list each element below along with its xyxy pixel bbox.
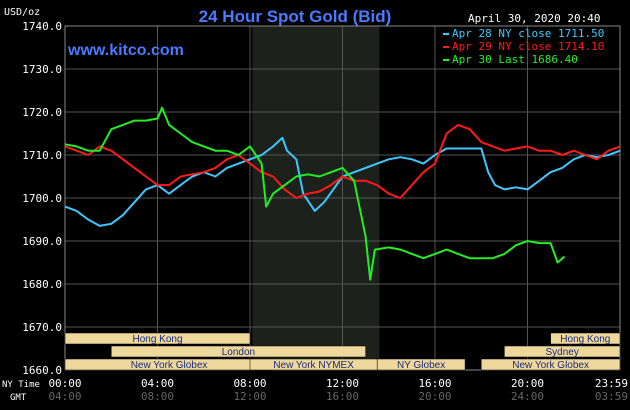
y-tick-label: 1720.0 bbox=[22, 106, 62, 119]
series-line bbox=[64, 106, 566, 281]
timestamp: April 30, 2020 20:40 bbox=[468, 12, 600, 25]
y-tick-label: 1670.0 bbox=[22, 321, 62, 334]
session-label: London bbox=[222, 347, 255, 358]
price-series bbox=[64, 106, 621, 281]
session-bar bbox=[504, 345, 621, 358]
gmt-tick-label: 03:59 bbox=[595, 390, 628, 403]
y-tick-label: 1680.0 bbox=[22, 278, 62, 291]
session-label: Hong Kong bbox=[560, 334, 610, 345]
x-tick-label: 00:00 bbox=[48, 377, 81, 390]
gmt-tick-label: 24:00 bbox=[511, 390, 544, 403]
trading-sessions: Hong Kong London New York Globex New York N… bbox=[64, 332, 621, 371]
chart-title: 24 Hour Spot Gold (Bid) bbox=[199, 7, 392, 26]
y-tick-label: 1730.0 bbox=[22, 63, 62, 76]
x-tick-label: 08:00 bbox=[233, 377, 266, 390]
session-label: New York Globex bbox=[131, 360, 208, 371]
gmt-tick-label: 12:00 bbox=[233, 390, 266, 403]
y-unit-label: USD/oz bbox=[4, 7, 40, 18]
grid-lines bbox=[64, 25, 621, 371]
y-tick-label: 1660.0 bbox=[22, 364, 62, 377]
legend-entry: Apr 28 NY close 1711.50 bbox=[452, 27, 604, 40]
x-tick-label: 16:00 bbox=[418, 377, 451, 390]
session-label: Sydney bbox=[546, 347, 579, 358]
x-tick-label: 04:00 bbox=[141, 377, 174, 390]
gmt-tick-label: 20:00 bbox=[418, 390, 451, 403]
session-label: NY Globex bbox=[397, 360, 445, 371]
gmt-tick-label: 04:00 bbox=[48, 390, 81, 403]
session-label: New York Globex bbox=[512, 360, 589, 371]
session-bar bbox=[376, 358, 466, 371]
session-label: New York NYMEX bbox=[273, 360, 354, 371]
session-bar bbox=[481, 358, 621, 371]
series-line bbox=[64, 136, 621, 227]
session-label: Hong Kong bbox=[132, 334, 182, 345]
y-tick-label: 1690.0 bbox=[22, 235, 62, 248]
series-line bbox=[64, 123, 621, 199]
legend-entry: Apr 30 Last 1686.40 bbox=[452, 53, 578, 66]
gmt-label: GMT bbox=[10, 393, 27, 403]
y-tick-labels: 1660.0 1670.0 1680.0 1690.0 1700.0 1710.0 1720… bbox=[22, 20, 62, 377]
session-bar bbox=[64, 332, 251, 345]
session-bar bbox=[550, 332, 621, 345]
website-label: www.kitco.com bbox=[67, 42, 184, 59]
ny-time-label: NY Time bbox=[2, 380, 40, 390]
y-tick-label: 1700.0 bbox=[22, 192, 62, 205]
y-tick-label: 1710.0 bbox=[22, 149, 62, 162]
gmt-tick-label: 08:00 bbox=[141, 390, 174, 403]
x-tick-label: 20:00 bbox=[511, 377, 544, 390]
session-bar bbox=[111, 345, 366, 358]
legend-entry: Apr 29 NY close 1714.10 bbox=[452, 40, 604, 53]
x-tick-label: 12:00 bbox=[326, 377, 359, 390]
y-tick-label: 1740.0 bbox=[22, 20, 62, 33]
x-tick-label: 23:59 bbox=[595, 377, 628, 390]
gmt-tick-label: 16:00 bbox=[326, 390, 359, 403]
x-tick-labels: 00:00 04:00 08:00 12:00 16:00 20:00 23:5904:00… bbox=[48, 377, 628, 403]
